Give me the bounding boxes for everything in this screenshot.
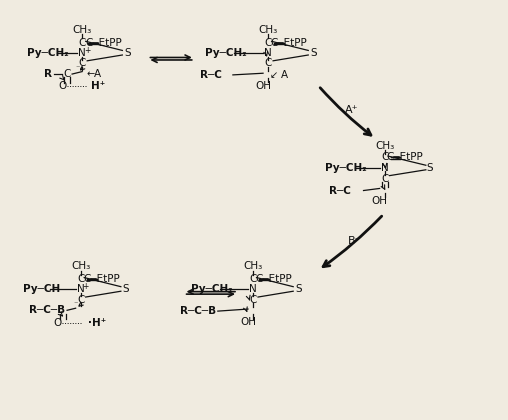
Text: H⁺: H⁺ (91, 81, 105, 92)
FancyArrowPatch shape (150, 55, 190, 60)
Text: N: N (78, 48, 86, 58)
Text: CH₃: CH₃ (73, 25, 92, 35)
Text: R: R (44, 69, 52, 79)
Text: C: C (381, 152, 388, 163)
Text: C─EtPP: C─EtPP (271, 37, 307, 47)
FancyArrowPatch shape (323, 216, 382, 267)
Text: S: S (122, 284, 129, 294)
Text: C: C (77, 294, 84, 304)
Text: CH₃: CH₃ (243, 261, 263, 271)
Text: N: N (77, 284, 84, 294)
FancyArrowPatch shape (58, 312, 62, 316)
Text: C─EtPP: C─EtPP (85, 37, 121, 47)
Text: Py─CH: Py─CH (23, 284, 60, 294)
Text: ⁻: ⁻ (75, 63, 79, 72)
Text: S: S (124, 48, 131, 58)
Text: C: C (249, 294, 257, 304)
FancyArrowPatch shape (246, 295, 250, 300)
Text: A: A (93, 69, 101, 79)
FancyArrowPatch shape (320, 88, 371, 135)
Text: S: S (427, 163, 433, 173)
Text: Py─CH₂: Py─CH₂ (27, 48, 69, 58)
Text: R─C─B: R─C─B (29, 305, 65, 315)
Text: C─EtPP: C─EtPP (83, 274, 120, 284)
Text: N: N (249, 284, 257, 294)
FancyArrowPatch shape (186, 291, 233, 297)
Text: C: C (64, 69, 71, 79)
Text: ·H⁺: ·H⁺ (88, 318, 106, 328)
Text: C─EtPP: C─EtPP (256, 274, 293, 284)
Text: CH₃: CH₃ (375, 141, 394, 151)
Text: Py─CH₂: Py─CH₂ (205, 48, 246, 58)
FancyArrowPatch shape (152, 58, 192, 63)
FancyArrowPatch shape (60, 76, 64, 80)
FancyArrowPatch shape (79, 302, 83, 306)
Text: S: S (295, 284, 302, 294)
Text: C: C (264, 37, 272, 47)
Text: S: S (310, 48, 316, 58)
Text: R─C: R─C (330, 186, 352, 196)
Text: C: C (249, 274, 257, 284)
Text: CH₃: CH₃ (71, 261, 90, 271)
Text: ↙: ↙ (270, 70, 278, 80)
Text: N: N (381, 163, 389, 173)
Text: +: + (82, 282, 89, 291)
Text: Py─CH₂: Py─CH₂ (325, 163, 367, 173)
FancyArrowPatch shape (381, 185, 385, 189)
FancyArrowPatch shape (188, 289, 235, 294)
Text: OH: OH (372, 196, 388, 206)
Text: +: + (84, 46, 90, 55)
Text: B⁻: B⁻ (348, 236, 361, 246)
Text: C: C (78, 58, 86, 68)
Text: C: C (78, 37, 86, 47)
Text: OH: OH (240, 317, 256, 327)
Text: R─C: R─C (200, 70, 222, 80)
FancyArrowPatch shape (243, 307, 247, 312)
Text: A: A (280, 70, 288, 80)
Text: O: O (58, 81, 66, 92)
Text: CH₃: CH₃ (259, 25, 278, 35)
Text: C─EtPP: C─EtPP (387, 152, 423, 163)
Text: C: C (381, 174, 388, 184)
FancyArrowPatch shape (264, 51, 268, 56)
Text: C: C (264, 58, 272, 68)
Text: N: N (264, 48, 272, 58)
Text: ←: ← (87, 69, 95, 79)
FancyArrowPatch shape (383, 163, 387, 168)
Text: R─C─B: R─C─B (180, 306, 216, 316)
FancyArrowPatch shape (81, 66, 85, 70)
Text: O: O (53, 318, 61, 328)
Text: Py─CH₂: Py─CH₂ (191, 284, 233, 294)
Text: A⁺: A⁺ (345, 105, 359, 115)
Text: OH: OH (255, 81, 271, 91)
Text: ⁻: ⁻ (74, 299, 78, 308)
Text: C: C (77, 274, 84, 284)
